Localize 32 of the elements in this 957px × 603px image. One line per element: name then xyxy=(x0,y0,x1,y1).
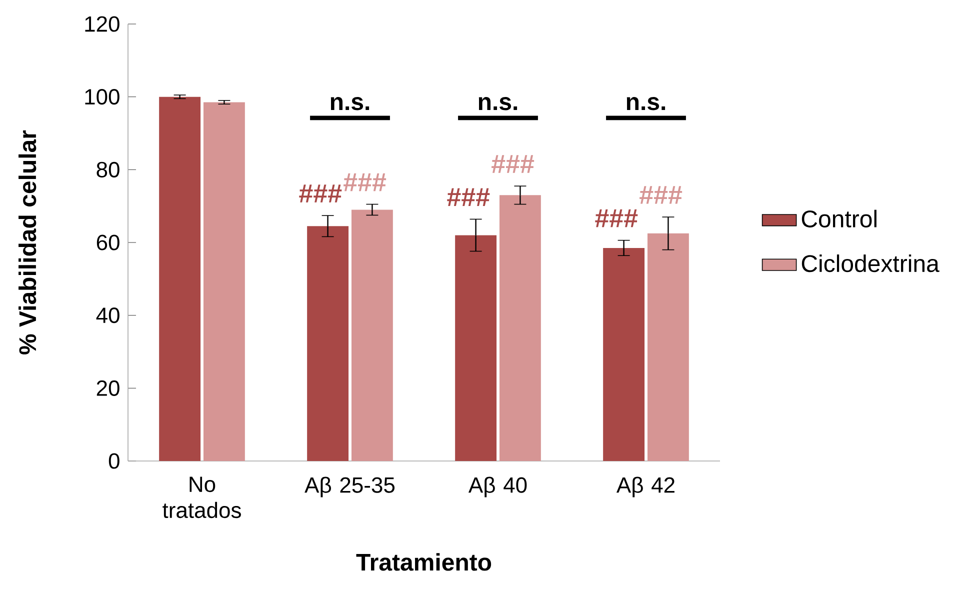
annotation: n.s. xyxy=(330,97,370,110)
legend-label: Ciclodextrina xyxy=(802,254,940,272)
y-tick-label: 120 xyxy=(85,16,120,32)
data-label: ### xyxy=(299,184,342,202)
annotation: n.s. xyxy=(626,97,666,110)
bar xyxy=(159,96,201,461)
y-axis-title: % Viabilidad celular xyxy=(18,130,36,354)
bar xyxy=(307,226,349,461)
bar xyxy=(351,210,393,461)
y-tick-label: 100 xyxy=(85,89,120,105)
x-axis-title: Tratamiento xyxy=(356,553,492,571)
bar xyxy=(603,248,645,461)
data-label: ### xyxy=(492,155,534,173)
annotation: n.s. xyxy=(478,97,518,110)
legend-label: Control xyxy=(802,210,876,228)
y-tick-label: 0 xyxy=(108,453,120,469)
bar xyxy=(203,102,245,461)
bar xyxy=(647,233,689,461)
data-label: ### xyxy=(344,173,386,192)
y-tick-label: 40 xyxy=(96,308,120,324)
x-tick-label: No tratados xyxy=(162,476,241,518)
data-label: ### xyxy=(447,188,490,206)
bar xyxy=(455,235,497,461)
data-label: ### xyxy=(595,209,638,228)
data-label: ### xyxy=(640,186,682,204)
y-tick-label: 80 xyxy=(96,162,120,178)
y-tick-label: 20 xyxy=(96,380,120,396)
y-tick-label: 60 xyxy=(96,234,120,250)
x-tick-label: Aβ 42 xyxy=(616,476,674,498)
x-tick-label: Aβ 25-35 xyxy=(304,476,395,498)
x-tick-label: Aβ 40 xyxy=(468,476,527,498)
bar xyxy=(499,195,541,461)
